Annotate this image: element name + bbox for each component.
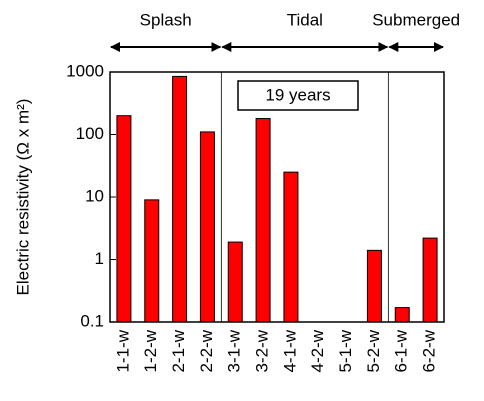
x-tick-label: 5-1-w — [336, 329, 355, 372]
x-tick-label: 1-2-w — [141, 329, 160, 372]
x-tick-label: 2-1-w — [169, 329, 188, 372]
bar — [200, 132, 214, 322]
bar — [145, 200, 159, 322]
x-tick-label: 1-1-w — [113, 329, 132, 372]
bar — [367, 250, 381, 322]
y-tick-label: 0.1 — [80, 311, 104, 330]
zone-label: Submerged — [372, 10, 460, 29]
y-tick-label: 100 — [76, 124, 104, 143]
y-axis-label: Electric resistivity (Ω x m²) — [13, 99, 32, 296]
y-tick-label: 10 — [85, 186, 104, 205]
annotation: 19 years — [265, 85, 330, 104]
bar — [256, 119, 270, 322]
chart: Electric resistivity (Ω x m²) Splash Tida… — [0, 0, 484, 401]
bar — [423, 238, 437, 322]
x-tick-label: 4-1-w — [280, 329, 299, 372]
bar — [284, 172, 298, 322]
y-tick-label: 1 — [95, 249, 104, 268]
x-tick-label: 5-2-w — [364, 329, 383, 372]
bar — [173, 76, 187, 322]
bar — [395, 308, 409, 322]
x-tick-label: 6-1-w — [392, 329, 411, 372]
bar — [228, 242, 242, 322]
x-tick-label: 3-2-w — [253, 329, 272, 372]
zone-label: Splash — [140, 10, 192, 29]
x-tick-label: 3-1-w — [225, 329, 244, 372]
y-tick-label: 1000 — [66, 61, 104, 80]
zone-label: Tidal — [287, 10, 323, 29]
bar — [117, 116, 131, 322]
x-tick-label: 4-2-w — [308, 329, 327, 372]
x-tick-label: 6-2-w — [420, 329, 439, 372]
x-tick-label: 2-2-w — [197, 329, 216, 372]
